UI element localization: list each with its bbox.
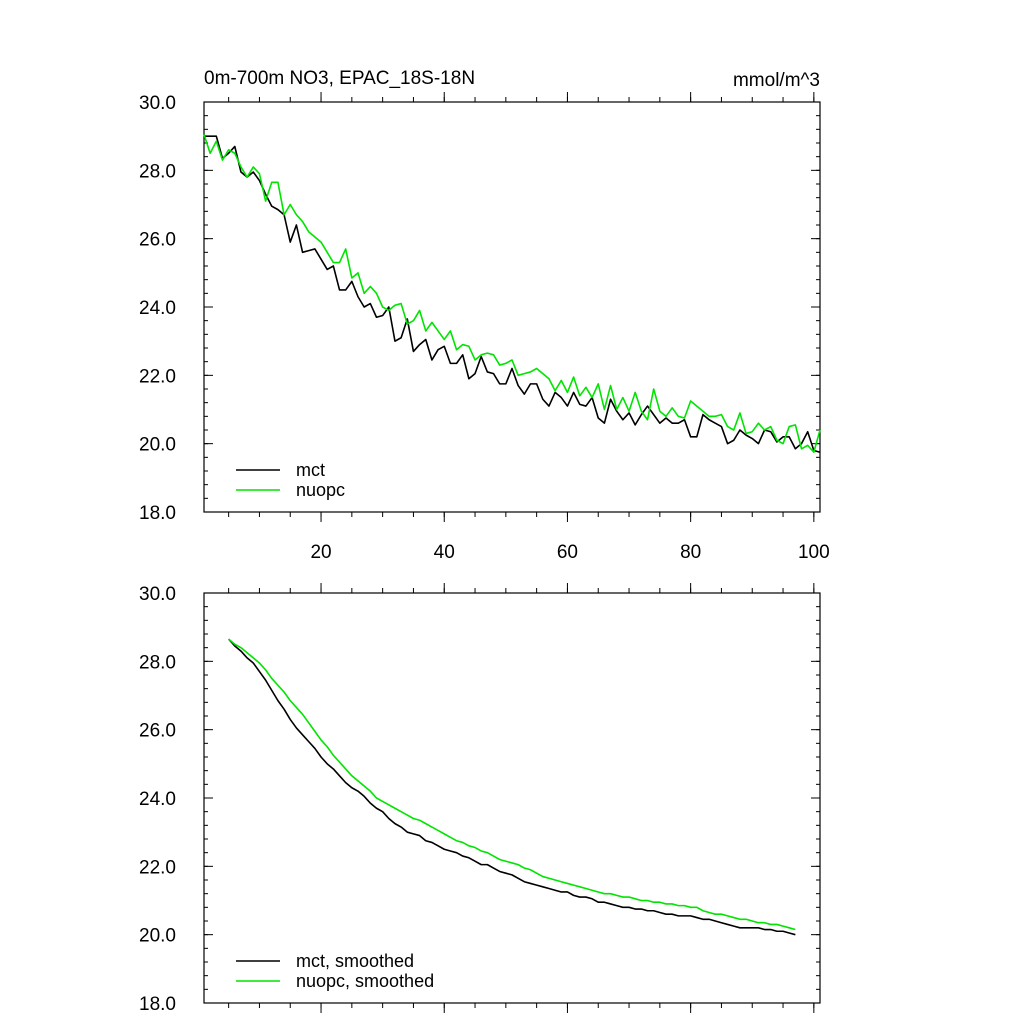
y-tick-label: 30.0 bbox=[139, 584, 176, 605]
series-line-nuopc bbox=[203, 134, 821, 454]
y-tick-label: 20.0 bbox=[139, 926, 176, 947]
y-tick-label: 24.0 bbox=[139, 789, 176, 810]
panel-top: 18.0 20.0 22.0 24.0 26.0 28.0 30.0 20 40 60 80 100 m… bbox=[139, 92, 830, 563]
x-tick-label: 100 bbox=[798, 542, 830, 563]
y-tick-label: 28.0 bbox=[139, 652, 176, 673]
y-tick-label: 22.0 bbox=[139, 366, 176, 387]
series-line-mct-smoothed bbox=[228, 638, 796, 936]
plot-frame bbox=[203, 592, 821, 1004]
y-tick-label: 24.0 bbox=[139, 298, 176, 319]
x-tick-label: 20 bbox=[310, 542, 331, 563]
y-tick-label: 22.0 bbox=[139, 857, 176, 878]
legend-label: mct, smoothed bbox=[296, 951, 414, 971]
y-tick-label: 20.0 bbox=[139, 435, 176, 456]
legend-label: nuopc bbox=[296, 480, 345, 500]
legend-label: nuopc, smoothed bbox=[296, 971, 434, 991]
y-tick-label: 18.0 bbox=[139, 994, 176, 1015]
x-tick-label: 40 bbox=[434, 542, 455, 563]
y-tick-label: 26.0 bbox=[139, 230, 176, 251]
legend-label: mct bbox=[296, 460, 325, 480]
series-line-nuopc-smoothed bbox=[228, 638, 796, 931]
y-tick-label: 26.0 bbox=[139, 721, 176, 742]
y-tick-label: 30.0 bbox=[139, 93, 176, 114]
chart-title: 0m-700m NO3, EPAC_18S-18N bbox=[204, 68, 475, 89]
y-tick-label: 18.0 bbox=[139, 503, 176, 524]
panel-bottom: 18.0 20.0 22.0 24.0 26.0 28.0 30.0 mct, smoothe… bbox=[139, 583, 821, 1015]
x-tick-label: 60 bbox=[557, 542, 578, 563]
units-label: mmol/m^3 bbox=[733, 70, 820, 91]
y-tick-label: 28.0 bbox=[139, 161, 176, 182]
plot-frame bbox=[203, 101, 821, 513]
series-line-mct bbox=[204, 135, 821, 453]
x-tick-label: 80 bbox=[680, 542, 701, 563]
